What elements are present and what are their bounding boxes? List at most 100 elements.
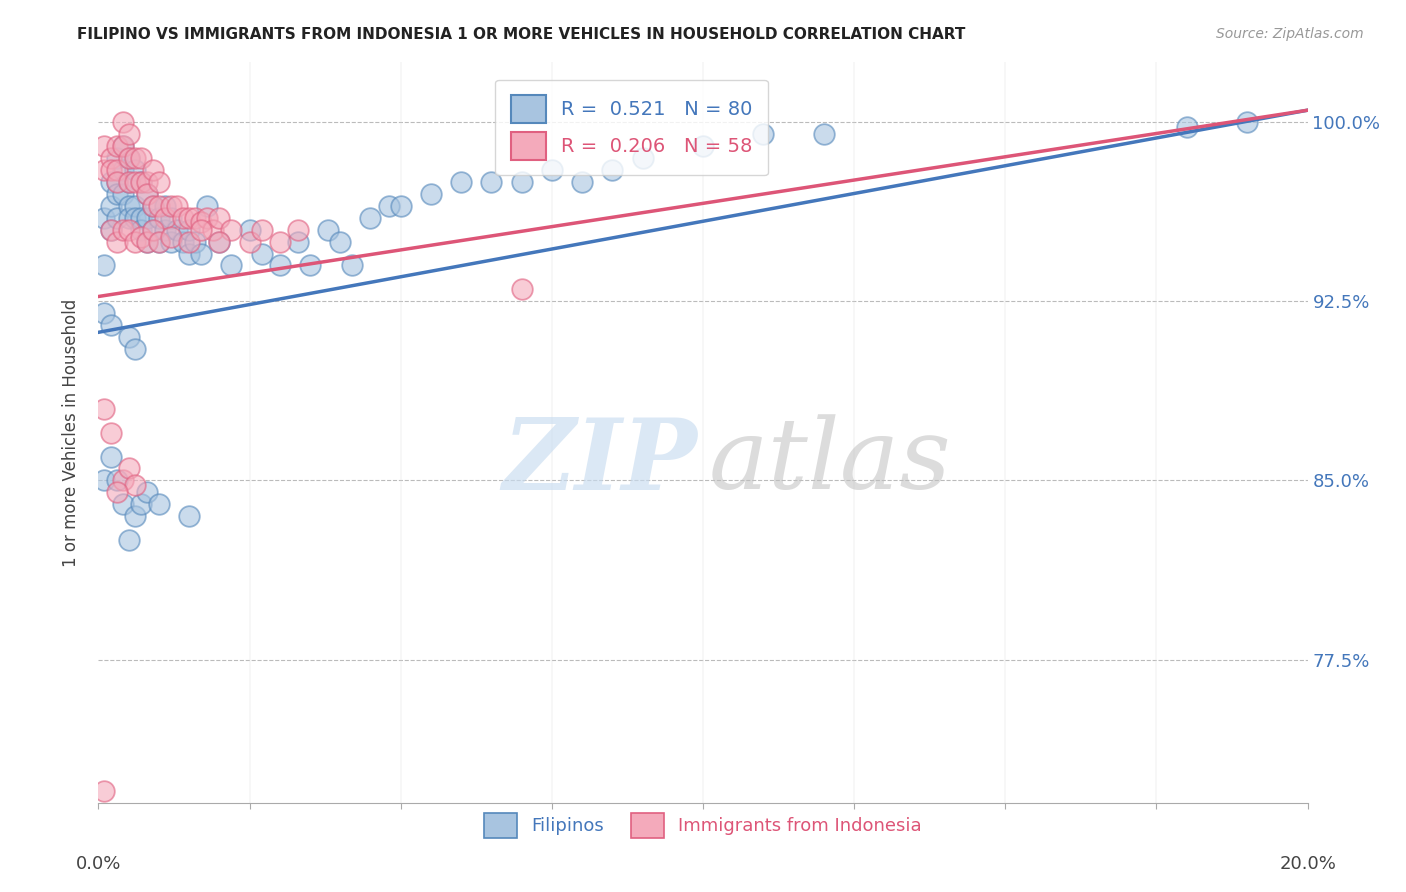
Point [179, 235, 201, 249]
Point [179, 211, 201, 225]
Point [208, 235, 231, 249]
Point [142, 199, 165, 213]
Point [179, 246, 201, 260]
Point [160, 235, 183, 249]
Point [100, 162, 122, 177]
Point [118, 211, 141, 225]
Point [813, 127, 835, 141]
Point [208, 235, 231, 249]
Point [129, 151, 152, 165]
Point [105, 151, 128, 165]
Point [100, 222, 122, 236]
Text: Source: ZipAtlas.com: Source: ZipAtlas.com [1216, 27, 1364, 41]
Point [190, 215, 212, 229]
Point [93, 306, 115, 320]
Point [124, 199, 146, 213]
Point [221, 222, 243, 236]
Point [105, 211, 128, 225]
Point [287, 222, 309, 236]
Point [360, 211, 382, 225]
Point [105, 175, 128, 189]
Point [129, 175, 152, 189]
Point [118, 151, 141, 165]
Point [100, 151, 122, 165]
Point [481, 175, 503, 189]
Point [105, 186, 128, 201]
Point [100, 318, 122, 333]
Point [571, 175, 593, 189]
Point [148, 175, 170, 189]
Point [221, 259, 243, 273]
Point [105, 474, 128, 488]
Point [105, 139, 128, 153]
Point [124, 211, 146, 225]
Point [129, 222, 152, 236]
Point [142, 199, 165, 213]
Point [118, 199, 141, 213]
Point [93, 259, 115, 273]
Point [153, 199, 176, 213]
Point [195, 199, 218, 213]
Point [540, 162, 562, 177]
Point [118, 222, 141, 236]
Point [148, 235, 170, 249]
Point [93, 784, 115, 798]
Point [129, 175, 152, 189]
Point [190, 246, 212, 260]
Point [692, 139, 714, 153]
Point [124, 478, 146, 492]
Text: 0.0%: 0.0% [76, 855, 121, 873]
Point [1175, 120, 1198, 134]
Point [124, 235, 146, 249]
Point [329, 235, 352, 249]
Point [160, 229, 183, 244]
Point [93, 474, 115, 488]
Point [129, 211, 152, 225]
Point [184, 211, 207, 225]
Point [166, 222, 188, 236]
Point [135, 186, 157, 201]
Point [105, 235, 128, 249]
Point [239, 222, 262, 236]
Point [111, 139, 134, 153]
Point [250, 246, 273, 260]
Point [118, 330, 141, 344]
Point [118, 175, 141, 189]
Point [190, 222, 212, 236]
Point [631, 151, 654, 165]
Point [142, 222, 165, 236]
Point [202, 222, 225, 236]
Point [239, 235, 262, 249]
Point [450, 175, 472, 189]
Point [111, 115, 134, 129]
Point [93, 139, 115, 153]
Point [420, 186, 443, 201]
Point [100, 450, 122, 464]
Point [148, 199, 170, 213]
Point [93, 162, 115, 177]
Point [111, 222, 134, 236]
Point [118, 151, 141, 165]
Point [135, 485, 157, 500]
Point [184, 235, 207, 249]
Point [148, 211, 170, 225]
Point [124, 162, 146, 177]
Point [316, 222, 339, 236]
Point [111, 497, 134, 511]
Point [269, 235, 291, 249]
Point [752, 127, 775, 141]
Legend: Filipinos, Immigrants from Indonesia: Filipinos, Immigrants from Indonesia [477, 805, 929, 846]
Point [172, 235, 194, 249]
Point [105, 485, 128, 500]
Point [166, 199, 188, 213]
Point [389, 199, 412, 213]
Point [93, 211, 115, 225]
Point [93, 401, 115, 416]
Point [142, 222, 165, 236]
Point [195, 211, 218, 225]
Text: ZIP: ZIP [502, 414, 697, 510]
Point [100, 199, 122, 213]
Point [135, 235, 157, 249]
Point [148, 235, 170, 249]
Point [111, 186, 134, 201]
